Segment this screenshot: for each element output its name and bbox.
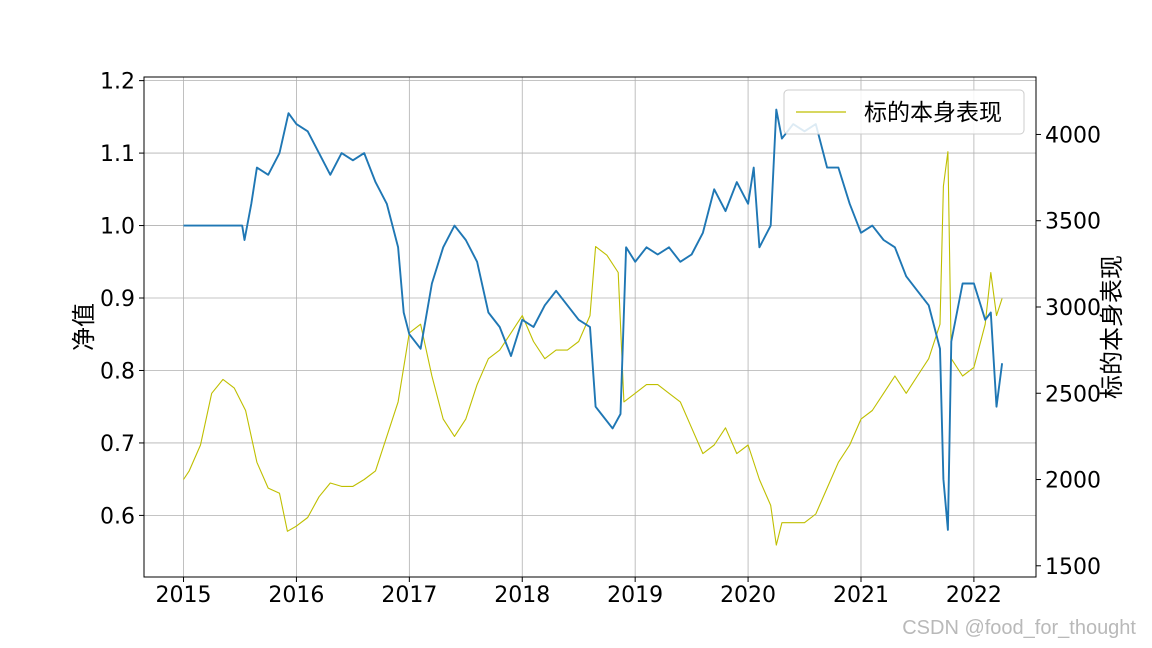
y-left-tick-label: 0.7: [100, 432, 135, 457]
x-tick-label: 2022: [946, 583, 1002, 608]
y-right-tick-label: 1500: [1045, 555, 1101, 580]
y-right-tick-label: 4000: [1045, 123, 1101, 148]
x-tick-label: 2016: [268, 583, 324, 608]
y-axis-left: 0.6 0.7 0.8 0.9 1.0 1.1 1.2: [100, 70, 144, 529]
x-tick-label: 2020: [720, 583, 776, 608]
grid-lines: [144, 77, 1036, 577]
series-line-nav: [183, 108, 1004, 531]
y-right-tick-label: 2000: [1045, 469, 1101, 494]
x-tick-label: 2021: [833, 583, 889, 608]
x-tick-label: 2015: [156, 583, 212, 608]
y-right-tick-label: 3500: [1045, 210, 1101, 235]
legend-box: [783, 89, 1025, 135]
x-tick-label: 2018: [494, 583, 550, 608]
plot-frame: [143, 76, 1037, 578]
series-layer: [183, 108, 1004, 546]
y-left-tick-label: 1.2: [100, 70, 135, 95]
series-line-underlying: [183, 151, 1003, 546]
y-right-tick-label: 2500: [1045, 382, 1101, 407]
y-axis-left-title: 净值: [70, 303, 98, 351]
y-left-tick-label: 1.0: [100, 215, 135, 240]
legend-label: 标的本身表现: [864, 100, 1002, 126]
y-left-tick-label: 1.1: [100, 142, 135, 167]
y-left-tick-label: 0.8: [100, 359, 135, 384]
x-tick-label: 2017: [381, 583, 437, 608]
watermark-text: CSDN @food_for_thought: [902, 617, 1136, 639]
x-tick-label: 2019: [607, 583, 663, 608]
y-axis-right-title: 标的本身表现: [1098, 255, 1126, 399]
x-axis: 2015 2016 2017 2018 2019 2020 2021 2022: [156, 577, 1002, 608]
y-left-tick-label: 0.9: [100, 287, 135, 312]
y-right-tick-label: 3000: [1045, 296, 1101, 321]
y-axis-right: 1500 2000 2500 3000 3500 4000: [1036, 123, 1101, 580]
legend: 标的本身表现: [783, 89, 1025, 135]
y-left-tick-label: 0.6: [100, 504, 135, 529]
